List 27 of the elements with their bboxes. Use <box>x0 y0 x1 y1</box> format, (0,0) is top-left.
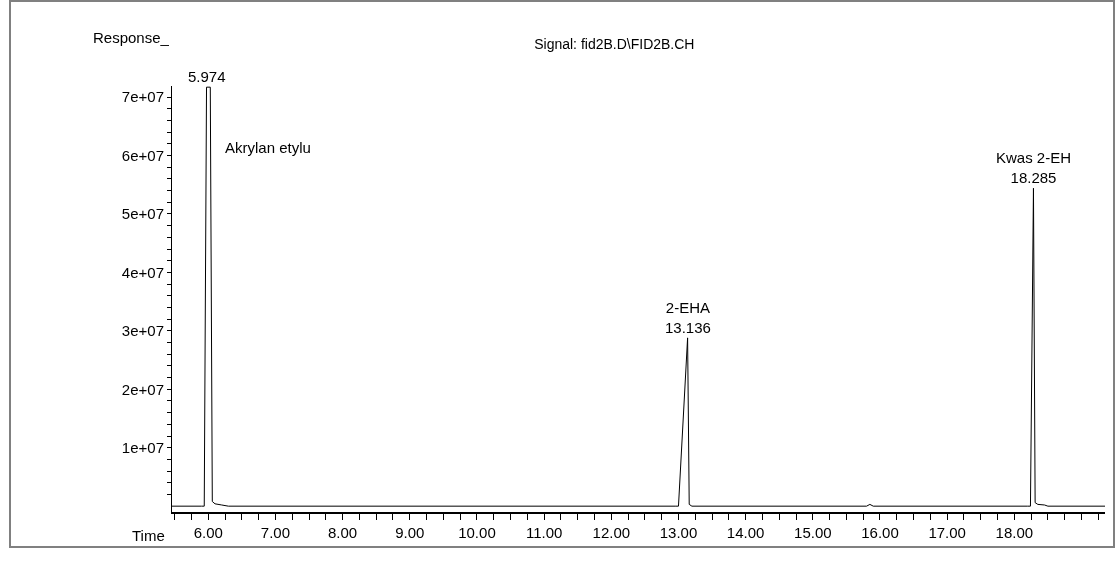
x-tick-label: 10.00 <box>458 524 496 541</box>
x-tick-label: 17.00 <box>928 524 966 541</box>
y-tick-label: 2e+07 <box>121 380 164 398</box>
annotation: 5.974 <box>188 68 226 85</box>
annotation: Kwas 2-EH 18.285 <box>996 149 1072 186</box>
annotation: Akrylan etylu <box>225 139 311 156</box>
x-tick-label: 14.00 <box>726 524 765 541</box>
x-tick-label: 7.00 <box>260 524 291 541</box>
x-tick-label: 15.00 <box>794 524 832 541</box>
annotation: 2-EHA 13.136 <box>665 299 711 336</box>
x-tick-label: 18.00 <box>995 524 1034 541</box>
x-tick-label: 8.00 <box>328 524 358 541</box>
y-tick-label: 4e+07 <box>121 263 164 281</box>
x-tick-label: 12.00 <box>592 524 631 541</box>
x-tick-label: 13.00 <box>659 524 698 541</box>
y-tick-label: 3e+07 <box>121 322 164 340</box>
chart-title: Signal: fid2B.D\FID2B.CH <box>534 36 695 53</box>
x-axis-title: Time <box>132 527 165 544</box>
x-tick-label: 9.00 <box>395 524 425 541</box>
y-tick-label: 5e+07 <box>121 205 164 223</box>
x-tick-label: 11.00 <box>525 524 563 541</box>
y-tick-label: 1e+07 <box>121 438 164 456</box>
y-tick-label: 7e+07 <box>121 88 164 106</box>
y-tick-label: 6e+07 <box>121 146 164 164</box>
y-axis-title: Response_ <box>93 29 170 46</box>
x-tick-label: 6.00 <box>193 524 223 541</box>
x-tick-label: 16.00 <box>861 524 899 541</box>
